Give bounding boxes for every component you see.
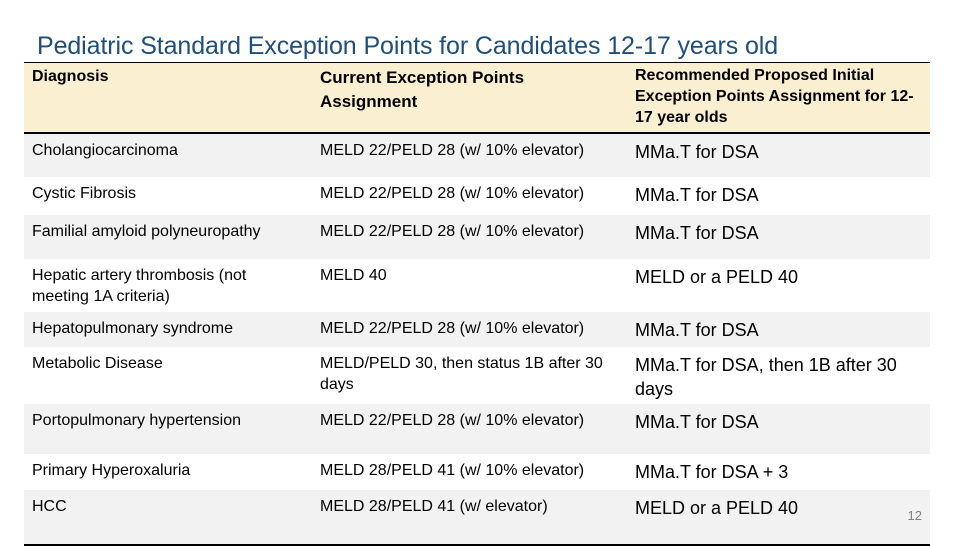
cell-proposed: MELD or a PELD 40 [635, 498, 799, 518]
table-row: HCC MELD 28/PELD 41 (w/ elevator) MELD o… [24, 490, 930, 545]
table-row: Familial amyloid polyneuropathy MELD 22/… [24, 215, 930, 259]
cell-diagnosis: Primary Hyperoxaluria [32, 462, 191, 479]
cell-current: MELD 40 [320, 267, 387, 284]
cell-current: MELD 28/PELD 41 (w/ 10% elevator) [320, 462, 585, 479]
cell-proposed: MMa.T for DSA [635, 412, 759, 432]
header-row: Diagnosis Current Exception Points Assig… [24, 63, 930, 133]
cell-proposed: MMa.T for DSA [635, 142, 759, 162]
cell-diagnosis: Hepatic artery thrombosis (not meeting 1… [32, 267, 247, 305]
cell-proposed: MELD or a PELD 40 [635, 267, 799, 287]
table-row: Portopulmonary hypertension MELD 22/PELD… [24, 404, 930, 454]
cell-diagnosis: Cystic Fibrosis [32, 185, 137, 202]
table-row: Cholangiocarcinoma MELD 22/PELD 28 (w/ 1… [24, 133, 930, 177]
cell-diagnosis: HCC [32, 498, 67, 515]
cell-proposed: MMa.T for DSA + 3 [635, 462, 789, 482]
header-proposed-points: Recommended Proposed Initial Exception P… [635, 67, 914, 126]
table-row: Cystic Fibrosis MELD 22/PELD 28 (w/ 10% … [24, 177, 930, 215]
cell-proposed: MMa.T for DSA [635, 223, 759, 243]
cell-diagnosis: Hepatopulmonary syndrome [32, 320, 233, 337]
page-number: 12 [907, 508, 922, 523]
table-row: Hepatopulmonary syndrome MELD 22/PELD 28… [24, 312, 930, 347]
table-row: Metabolic Disease MELD/PELD 30, then sta… [24, 347, 930, 404]
slide-title: Pediatric Standard Exception Points for … [37, 32, 779, 60]
cell-current: MELD 22/PELD 28 (w/ 10% elevator) [320, 223, 585, 240]
cell-proposed: MMa.T for DSA [635, 185, 759, 205]
cell-diagnosis: Metabolic Disease [32, 355, 163, 372]
cell-current: MELD 22/PELD 28 (w/ 10% elevator) [320, 320, 585, 337]
exception-points-table: Diagnosis Current Exception Points Assig… [24, 63, 930, 546]
title-rule [24, 62, 930, 64]
cell-diagnosis: Portopulmonary hypertension [32, 412, 242, 429]
cell-current: MELD 22/PELD 28 (w/ 10% elevator) [320, 412, 585, 429]
cell-diagnosis: Cholangiocarcinoma [32, 142, 178, 159]
table-row: Hepatic artery thrombosis (not meeting 1… [24, 259, 930, 312]
cell-current: MELD 22/PELD 28 (w/ 10% elevator) [320, 185, 585, 202]
cell-proposed: MMa.T for DSA [635, 320, 759, 340]
header-diagnosis: Diagnosis [32, 68, 109, 85]
cell-current: MELD/PELD 30, then status 1B after 30 da… [320, 355, 603, 393]
table-header: Diagnosis Current Exception Points Assig… [24, 63, 930, 133]
cell-current: MELD 28/PELD 41 (w/ elevator) [320, 498, 548, 515]
table-row: Primary Hyperoxaluria MELD 28/PELD 41 (w… [24, 454, 930, 490]
cell-proposed: MMa.T for DSA, then 1B after 30 days [635, 355, 897, 399]
table-body: Cholangiocarcinoma MELD 22/PELD 28 (w/ 1… [24, 133, 930, 545]
cell-current: MELD 22/PELD 28 (w/ 10% elevator) [320, 142, 585, 159]
header-current-points: Current Exception Points Assignment [320, 68, 525, 111]
cell-diagnosis: Familial amyloid polyneuropathy [32, 223, 261, 240]
exception-points-table-container: Diagnosis Current Exception Points Assig… [24, 63, 930, 546]
